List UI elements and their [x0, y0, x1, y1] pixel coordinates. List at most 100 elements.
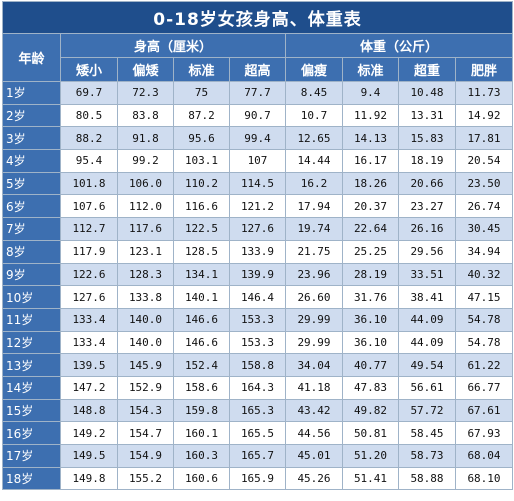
height-cell: 160.3 [173, 444, 230, 468]
height-cell: 153.3 [229, 330, 286, 355]
weight-cell: 68.10 [454, 466, 514, 491]
height-cell: 158.6 [173, 375, 230, 400]
height-cell: 91.8 [117, 126, 174, 151]
height-cell: 133.9 [229, 239, 286, 264]
age-cell: 9岁 [2, 262, 61, 287]
age-cell: 12岁 [2, 330, 61, 355]
weight-cell: 47.83 [342, 375, 399, 400]
weight-cell: 36.10 [342, 307, 399, 332]
height-cell: 146.6 [173, 330, 230, 355]
height-cell: 95.6 [173, 126, 230, 151]
weight-cell: 23.96 [285, 262, 343, 287]
table-row: 18岁 149.8 155.2 160.6 165.9 45.26 51.41 58.88 68… [2, 466, 514, 491]
height-cell: 103.1 [173, 149, 230, 173]
weight-cell: 54.78 [454, 330, 514, 355]
height-cell: 122.5 [173, 217, 230, 241]
height-cell: 153.3 [229, 307, 286, 332]
height-cell: 114.5 [229, 171, 286, 196]
height-cell: 99.4 [229, 126, 286, 151]
height-cell: 75 [173, 81, 230, 105]
height-cell: 127.6 [60, 285, 118, 309]
weight-cell: 26.60 [285, 285, 343, 309]
weight-cell: 44.09 [398, 330, 456, 355]
table-row: 10岁 127.6 133.8 140.1 146.4 26.60 31.76 38.41 47… [2, 285, 514, 309]
height-cell: 164.3 [229, 375, 286, 400]
age-cell: 11岁 [2, 307, 61, 332]
table-row: 8岁 117.9 123.1 128.5 133.9 21.75 25.25 29.56 34.… [2, 239, 514, 264]
weight-cell: 10.7 [285, 103, 343, 128]
weight-cell: 58.73 [398, 444, 456, 468]
weight-cell: 44.56 [285, 421, 343, 445]
height-cell: 128.3 [117, 262, 174, 287]
height-cell: 117.9 [60, 239, 118, 264]
height-cell: 139.5 [60, 353, 118, 377]
weight-cell: 13.31 [398, 103, 456, 128]
weight-cell: 67.93 [454, 421, 514, 445]
age-cell: 7岁 [2, 217, 61, 241]
weight-cell: 43.42 [285, 398, 343, 423]
weight-col-header: 超重 [398, 57, 456, 82]
weight-cell: 17.94 [285, 194, 343, 219]
height-cell: 80.5 [60, 103, 118, 128]
age-cell: 10岁 [2, 285, 61, 309]
growth-chart-table-container: 0-18岁女孩身高、体重表 年龄 身高（厘米） 体重（公斤） 矮小 偏矮 标准 … [1, 1, 514, 491]
height-cell: 152.4 [173, 353, 230, 377]
height-cell: 147.2 [60, 375, 118, 400]
table-row: 6岁 107.6 112.0 116.6 121.2 17.94 20.37 23.27 26.… [2, 194, 514, 219]
weight-cell: 44.09 [398, 307, 456, 332]
weight-cell: 16.2 [285, 171, 343, 196]
height-cell: 87.2 [173, 103, 230, 128]
weight-cell: 29.99 [285, 307, 343, 332]
height-cell: 101.8 [60, 171, 118, 196]
height-cell: 116.6 [173, 194, 230, 219]
weight-cell: 26.74 [454, 194, 514, 219]
height-cell: 127.6 [229, 217, 286, 241]
height-cell: 69.7 [60, 81, 118, 105]
height-cell: 165.3 [229, 398, 286, 423]
weight-cell: 61.22 [454, 353, 514, 377]
height-cell: 122.6 [60, 262, 118, 287]
weight-cell: 25.25 [342, 239, 399, 264]
height-cell: 160.1 [173, 421, 230, 445]
weight-cell: 66.77 [454, 375, 514, 400]
weight-cell: 15.83 [398, 126, 456, 151]
age-cell: 8岁 [2, 239, 61, 264]
age-column-header: 年龄 [2, 33, 61, 82]
weight-cell: 9.4 [342, 81, 399, 105]
weight-cell: 54.78 [454, 307, 514, 332]
height-cell: 154.9 [117, 444, 174, 468]
table-row: 15岁 148.8 154.3 159.8 165.3 43.42 49.82 57.72 67… [2, 398, 514, 423]
table-row: 9岁 122.6 128.3 134.1 139.9 23.96 28.19 33.51 40.… [2, 262, 514, 287]
height-cell: 149.2 [60, 421, 118, 445]
height-cell: 88.2 [60, 126, 118, 151]
weight-cell: 34.94 [454, 239, 514, 264]
height-cell: 154.7 [117, 421, 174, 445]
table-row: 12岁 133.4 140.0 146.6 153.3 29.99 36.10 44.09 54… [2, 330, 514, 355]
table-row: 13岁 139.5 145.9 152.4 158.8 34.04 40.77 49.54 61… [2, 353, 514, 377]
table-row: 3岁 88.2 91.8 95.6 99.4 12.65 14.13 15.83 17.81 [2, 126, 514, 151]
height-cell: 110.2 [173, 171, 230, 196]
age-cell: 16岁 [2, 421, 61, 445]
weight-cell: 22.64 [342, 217, 399, 241]
height-cell: 123.1 [117, 239, 174, 264]
weight-cell: 12.65 [285, 126, 343, 151]
height-cell: 165.7 [229, 444, 286, 468]
height-cell: 149.8 [60, 466, 118, 491]
height-cell: 165.9 [229, 466, 286, 491]
weight-cell: 18.19 [398, 149, 456, 173]
height-cell: 107 [229, 149, 286, 173]
weight-cell: 67.61 [454, 398, 514, 423]
height-cell: 139.9 [229, 262, 286, 287]
height-cell: 106.0 [117, 171, 174, 196]
weight-group-header: 体重（公斤） [284, 33, 514, 58]
height-cell: 145.9 [117, 353, 174, 377]
height-cell: 146.4 [229, 285, 286, 309]
height-cell: 140.0 [117, 307, 174, 332]
weight-cell: 30.45 [454, 217, 514, 241]
age-cell: 17岁 [2, 444, 61, 468]
height-cell: 146.6 [173, 307, 230, 332]
height-cell: 160.6 [173, 466, 230, 491]
height-cell: 77.7 [229, 81, 286, 105]
age-cell: 4岁 [2, 149, 61, 173]
age-cell: 3岁 [2, 126, 61, 151]
